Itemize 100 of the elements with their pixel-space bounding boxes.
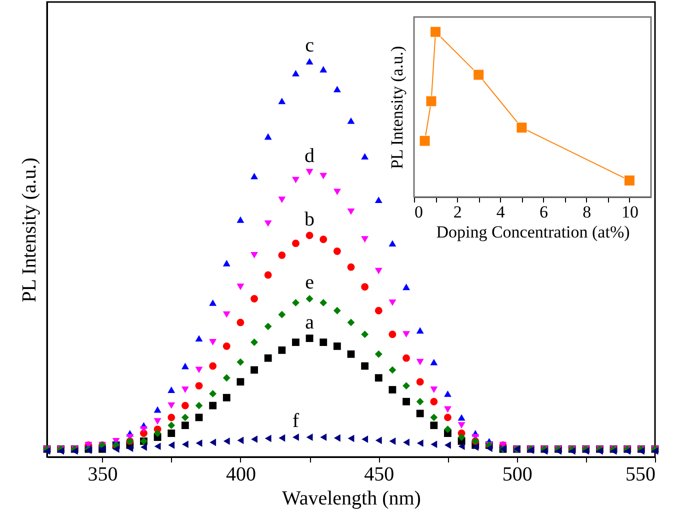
point: [403, 438, 410, 446]
point: [306, 168, 314, 176]
point: [458, 422, 466, 429]
point: [333, 306, 341, 314]
point: [430, 422, 438, 430]
point: [264, 133, 272, 140]
point: [140, 443, 147, 451]
point: [320, 66, 328, 72]
point: [126, 444, 134, 452]
point: [347, 263, 355, 271]
point: [361, 330, 369, 338]
point: [140, 426, 148, 433]
point: [168, 386, 176, 393]
point: [361, 362, 369, 370]
series-label: b: [304, 208, 315, 230]
point: [374, 374, 382, 382]
point: [388, 366, 396, 374]
x-tick-label: 10: [621, 202, 638, 222]
point: [516, 122, 528, 134]
x-tick-label: 350: [88, 464, 118, 486]
point: [458, 434, 466, 441]
point: [195, 382, 203, 390]
point: [250, 366, 258, 374]
point: [430, 358, 438, 366]
point: [416, 327, 424, 334]
point: [347, 318, 355, 326]
point: [292, 338, 300, 346]
series-label: c: [305, 34, 314, 56]
point: [181, 386, 189, 393]
point: [416, 410, 424, 418]
point: [154, 442, 161, 450]
point: [426, 96, 437, 107]
point: [154, 430, 162, 437]
point: [154, 418, 162, 425]
x-axis-title: Wavelength (nm): [282, 488, 421, 510]
point: [402, 382, 410, 390]
point: [458, 442, 465, 450]
x-tick-label: 0: [414, 202, 423, 222]
point: [320, 298, 328, 306]
point: [430, 414, 438, 422]
point: [278, 252, 286, 259]
point: [222, 311, 230, 318]
x-tick-label: 500: [502, 464, 532, 486]
x-tick-label: 550: [626, 464, 656, 486]
point: [168, 402, 176, 409]
point: [416, 398, 424, 406]
point: [112, 445, 120, 453]
point: [388, 330, 396, 338]
point: [624, 174, 635, 186]
point: [388, 240, 396, 247]
point: [181, 362, 189, 370]
x-tick-label: 400: [226, 464, 256, 486]
y-axis-title: PL Intensity (a.u.): [18, 158, 40, 302]
point: [250, 172, 258, 180]
series-label: e: [305, 272, 314, 294]
point: [222, 260, 230, 266]
point: [196, 439, 202, 447]
series-label: a: [305, 311, 314, 334]
point: [209, 362, 217, 370]
point: [430, 440, 438, 448]
point: [264, 271, 272, 279]
point: [388, 299, 396, 306]
x-tick-label: 4: [496, 202, 506, 222]
x-tick-label: 450: [364, 464, 394, 486]
point: [181, 402, 189, 410]
point: [306, 58, 314, 65]
point: [402, 331, 410, 338]
point: [402, 398, 410, 406]
point: [333, 248, 341, 255]
point: [361, 236, 369, 243]
point: [292, 298, 300, 306]
point: [264, 434, 272, 442]
point: [292, 434, 299, 441]
point: [333, 86, 341, 92]
point: [430, 386, 438, 393]
point: [333, 342, 341, 350]
point: [306, 434, 313, 441]
point: [334, 434, 340, 442]
point: [320, 338, 328, 346]
point: [236, 284, 244, 290]
point: [236, 318, 244, 326]
point: [347, 208, 355, 215]
point: [168, 414, 176, 422]
point: [306, 295, 314, 302]
point: [402, 354, 410, 362]
point: [333, 188, 341, 196]
point: [222, 394, 230, 402]
point: [292, 240, 300, 248]
point: [458, 414, 466, 421]
point: [168, 422, 176, 430]
x-tick-label: 6: [540, 202, 548, 222]
point: [444, 406, 452, 413]
point: [168, 441, 175, 449]
point: [320, 172, 328, 180]
point: [278, 310, 286, 318]
point: [264, 220, 272, 227]
point: [195, 335, 203, 342]
point: [348, 434, 354, 442]
point: [416, 439, 424, 447]
point: [347, 350, 355, 358]
